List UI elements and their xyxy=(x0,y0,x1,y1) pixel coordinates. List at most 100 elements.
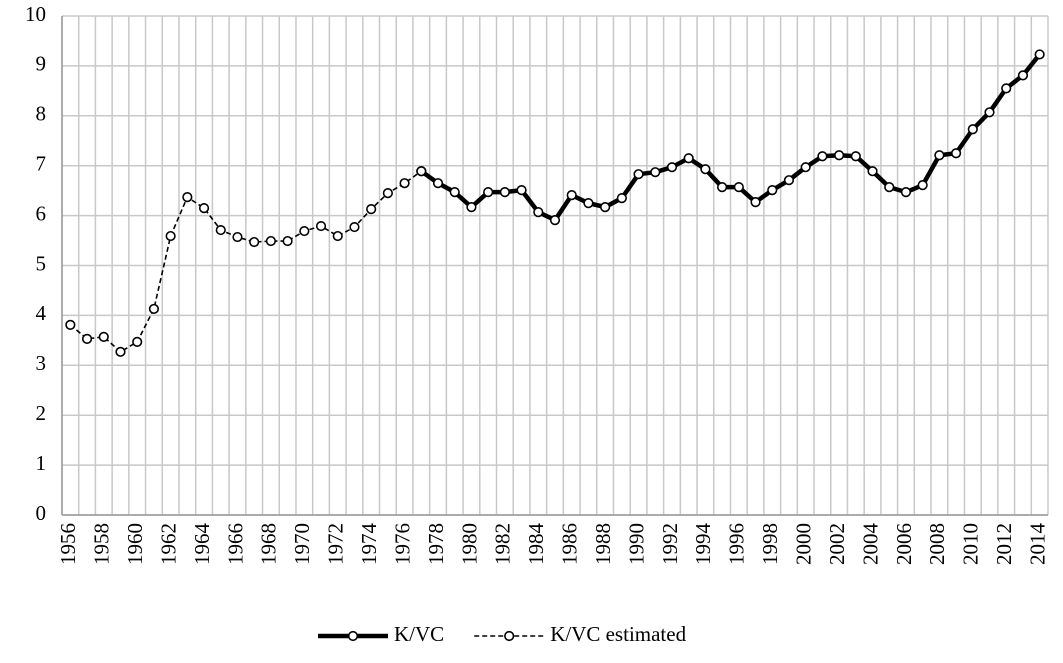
data-point xyxy=(483,187,494,198)
data-point xyxy=(533,207,544,218)
x-tick-label: 1990 xyxy=(624,523,648,565)
x-tick-label: 1966 xyxy=(223,523,247,565)
x-tick-label: 2000 xyxy=(791,523,815,565)
x-tick-label: 1988 xyxy=(591,523,615,565)
data-point xyxy=(817,151,828,162)
data-point xyxy=(516,185,527,196)
data-point xyxy=(499,187,510,198)
data-point xyxy=(265,235,276,247)
x-tick-label: 1956 xyxy=(56,523,80,565)
x-tick-label: 1962 xyxy=(156,523,180,565)
x-tick-label: 1964 xyxy=(190,523,214,566)
data-point xyxy=(600,202,611,213)
data-point xyxy=(282,235,293,247)
data-point xyxy=(399,178,410,189)
y-tick-label: 1 xyxy=(36,451,47,475)
data-point xyxy=(466,202,477,213)
data-point xyxy=(349,221,360,233)
data-point xyxy=(115,346,126,357)
data-point xyxy=(950,148,962,159)
data-point xyxy=(850,151,861,162)
data-point xyxy=(549,214,561,226)
x-tick-label: 1974 xyxy=(357,523,381,566)
data-point xyxy=(633,169,644,180)
x-tick-label: 1986 xyxy=(558,523,582,565)
y-tick-label: 4 xyxy=(36,301,47,325)
data-point xyxy=(700,164,711,175)
data-point xyxy=(884,182,895,193)
data-point xyxy=(984,107,995,118)
data-point xyxy=(132,336,143,347)
x-tick-label: 1958 xyxy=(90,523,114,565)
y-tick-label: 9 xyxy=(36,52,47,76)
data-point xyxy=(800,162,811,173)
x-tick-label: 1992 xyxy=(658,523,682,565)
data-point xyxy=(198,203,210,214)
x-tick-label: 1972 xyxy=(324,523,348,565)
x-tick-label: 1978 xyxy=(424,523,448,565)
data-point xyxy=(917,180,928,191)
data-point xyxy=(616,193,627,204)
y-tick-label: 2 xyxy=(36,401,47,425)
data-point xyxy=(215,224,226,236)
data-point xyxy=(733,182,744,193)
x-tick-label: 2014 xyxy=(1025,523,1049,566)
data-point xyxy=(1017,70,1029,81)
data-point xyxy=(867,166,878,177)
data-point xyxy=(416,166,427,177)
data-point xyxy=(666,162,678,173)
x-tick-label: 2004 xyxy=(858,523,882,566)
x-tick-label: 2006 xyxy=(892,523,916,565)
y-tick-label: 6 xyxy=(36,201,47,225)
data-point xyxy=(249,236,260,248)
x-tick-label: 1982 xyxy=(491,523,515,565)
y-tick-label: 0 xyxy=(36,501,47,525)
data-point xyxy=(717,182,728,193)
data-point xyxy=(967,124,978,135)
data-point xyxy=(65,319,76,330)
x-tick-label: 1994 xyxy=(691,523,715,566)
series-line xyxy=(69,170,422,353)
legend-marker xyxy=(347,630,359,642)
x-tick-label: 2010 xyxy=(959,523,983,565)
x-tick-label: 2008 xyxy=(925,523,949,565)
data-point xyxy=(683,153,694,164)
x-tick-label: 1996 xyxy=(725,523,749,565)
data-point xyxy=(900,187,912,198)
data-point xyxy=(315,220,327,232)
x-tick-label: 1960 xyxy=(123,523,147,565)
y-tick-label: 3 xyxy=(36,351,47,375)
data-point xyxy=(382,188,393,199)
data-point xyxy=(148,303,160,315)
data-point xyxy=(98,331,109,342)
data-point xyxy=(750,197,761,208)
x-tick-label: 1980 xyxy=(457,523,481,565)
data-point xyxy=(934,150,945,161)
y-tick-label: 7 xyxy=(36,152,47,176)
x-tick-label: 1998 xyxy=(758,523,782,565)
x-tick-label: 1976 xyxy=(390,523,414,565)
data-point xyxy=(783,175,795,186)
data-point xyxy=(232,231,243,243)
data-point xyxy=(1001,83,1012,94)
x-tick-label: 1968 xyxy=(257,523,281,565)
data-point xyxy=(583,198,594,209)
data-point xyxy=(332,230,343,242)
y-tick-label: 8 xyxy=(36,102,47,126)
legend-label: K/VC estimated xyxy=(550,622,686,646)
data-point xyxy=(767,185,778,196)
data-point xyxy=(449,187,460,198)
data-point xyxy=(81,333,93,344)
y-tick-label: 5 xyxy=(36,251,47,275)
x-tick-label: 2012 xyxy=(992,523,1016,565)
data-point xyxy=(182,192,193,203)
legend-marker xyxy=(504,630,515,642)
x-tick-label: 1970 xyxy=(290,523,314,565)
data-point xyxy=(165,230,176,242)
data-point xyxy=(1034,49,1045,60)
x-tick-label: 1984 xyxy=(524,523,548,566)
data-point xyxy=(650,167,661,178)
data-point xyxy=(566,190,577,201)
